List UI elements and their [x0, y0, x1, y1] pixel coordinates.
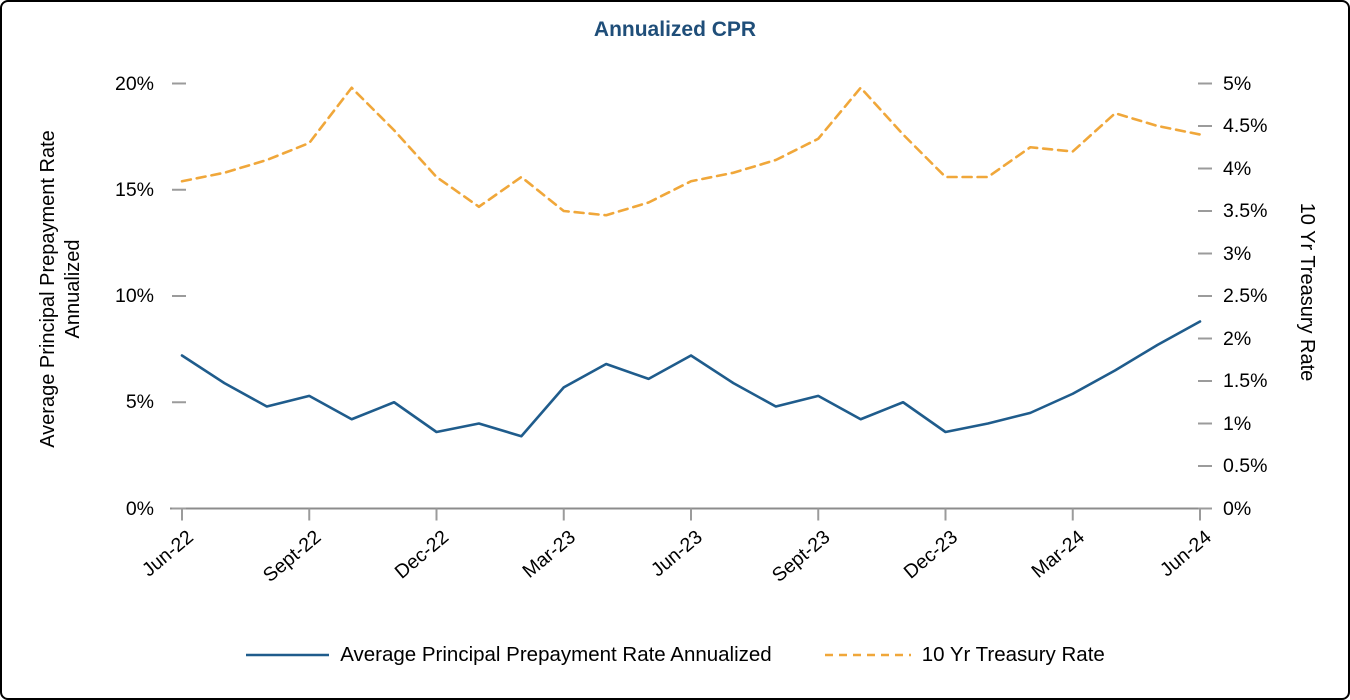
legend-solid-line-swatch [246, 653, 330, 657]
right-axis-tick-label: 0.5% [1223, 455, 1268, 477]
left-axis-tick-label: 0% [125, 497, 154, 520]
right-axis-tick-label: 4% [1223, 157, 1252, 180]
right-axis-tick-label: 2% [1223, 327, 1252, 350]
legend-label-treasury: 10 Yr Treasury Rate [921, 643, 1105, 666]
left-axis-title-line1: Average Principal Prepayment Rate [37, 130, 59, 448]
legend: Average Principal Prepayment Rate Annual… [2, 643, 1348, 667]
right-axis-tick-label: 5% [1223, 72, 1252, 95]
right-axis-tick-label: 3.5% [1223, 200, 1268, 222]
prepayment-rate-line [180, 320, 1202, 438]
right-axis-tick-label: 2.5% [1223, 285, 1268, 307]
right-axis-tick-label: 1% [1223, 412, 1252, 435]
right-axis-tick-label: 3% [1223, 242, 1252, 265]
right-axis-tick-label: 4.5% [1223, 115, 1268, 137]
left-axis-tick-label: 15% [114, 178, 154, 201]
left-axis-title: Average Principal Prepayment Rate Annual… [36, 59, 88, 519]
treasury-rate-line [180, 86, 1202, 217]
right-axis-tick-label: 0% [1223, 497, 1252, 520]
right-axis-title: 10 Yr Treasury Rate [1296, 202, 1318, 382]
left-axis-title-line2: Annualized [62, 239, 84, 339]
right-axis-tick-label: 1.5% [1223, 370, 1268, 392]
chart-title: Annualized CPR [593, 18, 757, 41]
legend-dashed-line-swatch [824, 653, 911, 657]
legend-item-treasury: 10 Yr Treasury Rate [824, 643, 1105, 667]
legend-label-prepayment: Average Principal Prepayment Rate Annual… [340, 643, 772, 666]
left-axis-tick-label: 20% [114, 72, 154, 95]
legend-item-prepayment: Average Principal Prepayment Rate Annual… [245, 643, 772, 667]
left-axis-tick-label: 5% [125, 391, 154, 414]
left-axis-tick-label: 10% [114, 285, 154, 307]
